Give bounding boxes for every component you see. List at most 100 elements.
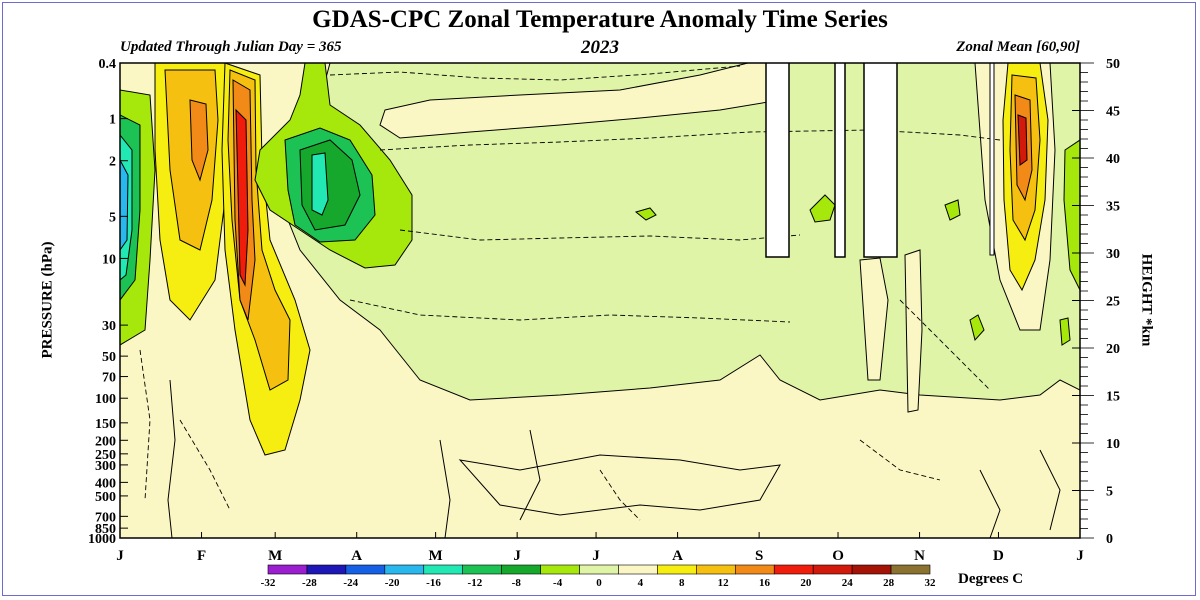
missing-data-column [834, 63, 846, 258]
missing-data-column [989, 63, 995, 256]
negative-contours [139, 65, 1001, 521]
colorbar-swatch [696, 564, 736, 575]
x-tick-label: A [672, 548, 683, 564]
warm-anomaly-region [859, 257, 889, 381]
colorbar-swatch [657, 564, 697, 575]
warm-anomaly-region [904, 249, 923, 413]
pressure-tick-label: 400 [95, 476, 116, 491]
warm-anomaly-region [458, 454, 781, 516]
chart-title: GDAS-CPC Zonal Temperature Anomaly Time … [312, 6, 888, 33]
height-tick-label: 0 [1106, 532, 1113, 547]
warm-anomaly-region [1017, 114, 1028, 166]
pressure-tick-label: 50 [102, 350, 116, 365]
cold-anomaly-region [1059, 317, 1071, 346]
pressure-tick-label: 30 [102, 319, 116, 334]
colorbar-tick-label: 16 [759, 577, 771, 589]
height-tick-label: 35 [1106, 200, 1120, 215]
cold-anomaly-region [969, 314, 985, 342]
x-tick-label: J [1076, 548, 1084, 564]
x-tick-label: F [197, 548, 206, 564]
height-tick-label: 30 [1106, 247, 1120, 262]
pressure-tick-label: 0.4 [99, 57, 117, 72]
x-tick-label: J [513, 548, 521, 564]
pressure-tick-label: 500 [95, 490, 116, 505]
height-minor-ticks [1080, 62, 1094, 539]
cold-anomaly-region [944, 199, 961, 221]
pressure-tick-label: 100 [95, 392, 116, 407]
height-tick-label: 45 [1106, 105, 1120, 120]
x-tick-label: M [429, 548, 443, 564]
zero-contours [167, 379, 1061, 538]
colorbar-swatch [540, 564, 580, 575]
colorbar-tick-label: 4 [638, 577, 644, 589]
colorbar-swatch [423, 564, 464, 575]
colorbar-tick-label: -16 [426, 577, 441, 589]
colorbar-tick-label: 24 [842, 577, 854, 589]
x-tick-label: S [755, 548, 763, 564]
colorbar-swatch [579, 564, 619, 575]
x-tick-label: A [351, 548, 362, 564]
pressure-tick-label: 850 [95, 522, 116, 537]
pressure-tick-label: 2 [109, 155, 116, 170]
colorbar-tick-label: 12 [718, 577, 730, 589]
anomaly-field [120, 63, 1080, 538]
height-tick-label: 25 [1106, 295, 1120, 310]
colorbar-tick-label: -4 [553, 577, 563, 589]
height-tick-label: 15 [1106, 390, 1120, 405]
pressure-tick-label: 70 [102, 371, 116, 386]
x-tick-label: M [268, 548, 282, 564]
pressure-tick-label: 300 [95, 459, 116, 474]
colorbar-tick-label: -20 [385, 577, 400, 589]
colorbar-tick-label: 28 [883, 577, 895, 589]
colorbar: -32 -28 -24 -20 -16 -12 -8 -4 0 4 8 12 16 20 24 28 32 [261, 564, 937, 589]
pressure-tick-label: 200 [95, 434, 116, 449]
colorbar-tick-label: -24 [343, 577, 358, 589]
year-label: 2023 [581, 37, 619, 58]
missing-data-columns [765, 63, 995, 258]
colorbar-tick-label: 20 [800, 577, 812, 589]
missing-data-column [765, 63, 790, 258]
colorbar-swatch [267, 564, 308, 575]
height-tick-label: 40 [1106, 152, 1120, 167]
cold-anomaly-region [311, 152, 329, 216]
colorbar-swatch [345, 564, 386, 575]
pressure-tick-label: 1000 [88, 532, 116, 547]
missing-data-column [863, 63, 898, 258]
colorbar-swatch [851, 564, 892, 575]
pressure-tick-label: 700 [95, 510, 116, 525]
pressure-tick-label: 150 [95, 417, 116, 432]
height-tick-label: 5 [1106, 485, 1113, 500]
colorbar-tick-label: 0 [596, 577, 602, 589]
colorbar-swatch [734, 564, 775, 575]
cold-anomaly-region [809, 194, 836, 223]
colorbar-swatch [812, 564, 853, 575]
pressure-tick-label: 250 [95, 448, 116, 463]
colorbar-tick-label: 8 [679, 577, 685, 589]
colorbar-swatch [890, 564, 931, 575]
colorbar-swatch [773, 564, 814, 575]
update-note: Updated Through Julian Day = 365 [120, 39, 342, 55]
colorbar-tick-label: -28 [302, 577, 317, 589]
x-tick-label: N [914, 548, 925, 564]
colorbar-swatch [501, 564, 541, 575]
colorbar-swatch [618, 564, 658, 575]
cold-anomaly-region [634, 207, 657, 221]
x-tick-label: O [832, 548, 844, 564]
colorbar-swatch [306, 564, 347, 575]
pressure-tick-label: 1 [109, 113, 116, 128]
x-tick-label: J [592, 548, 600, 564]
height-tick-label: 20 [1106, 342, 1120, 357]
pressure-tick-label: 10 [102, 252, 116, 267]
zonal-mean-label: Zonal Mean [60,90] [956, 39, 1080, 55]
x-tick-label: D [993, 548, 1004, 564]
x-tick-label: J [116, 548, 124, 564]
colorbar-unit-label: Degrees C [958, 571, 1024, 587]
colorbar-tick-label: -32 [261, 577, 276, 589]
pressure-tick-label: 5 [109, 210, 116, 225]
height-tick-label: 50 [1106, 57, 1120, 72]
colorbar-tick-label: 32 [925, 577, 937, 589]
colorbar-tick-label: -8 [512, 577, 522, 589]
